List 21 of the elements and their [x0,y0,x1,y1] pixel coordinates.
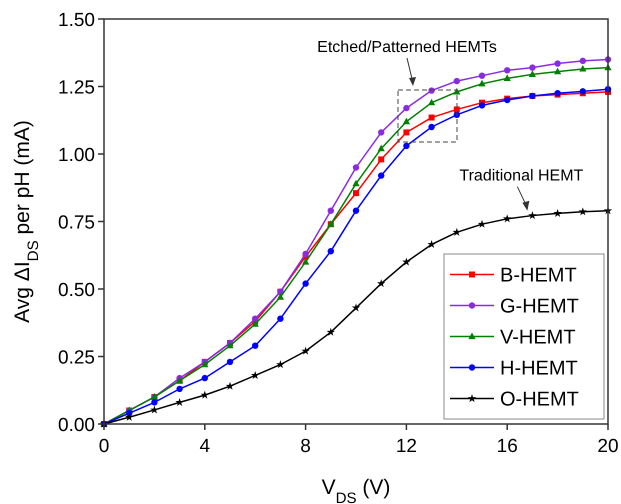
x-tick-label: 12 [396,436,417,457]
legend-label: B-HEMT [500,264,577,286]
x-tick-label: 0 [98,436,110,457]
x-tick-label: 20 [597,436,619,457]
y-tick-label: 1.50 [58,10,95,31]
y-tick-label: 0.25 [58,348,95,368]
x-tick-label: 4 [200,436,211,457]
legend-label: H-HEMT [500,358,578,380]
annotation: Etched/Patterned HEMTs [317,39,497,56]
legend-label: G-HEMT [500,296,579,318]
y-tick-label: 0.75 [58,212,95,234]
x-axis-title: V$_{DS}$ (V) [322,476,390,504]
legend-label: V-HEMT [500,326,576,348]
y-tick-label: 0.00 [58,415,95,436]
legend-label: O-HEMT [500,388,579,410]
y-tick-label: 1.25 [58,78,95,98]
y-tick-label: 0.50 [58,280,95,301]
x-tick-label: 16 [496,436,518,457]
annotation: Traditional HEMT [459,168,584,185]
x-tick-label: 8 [300,436,311,457]
y-tick-label: 1.00 [58,145,95,166]
